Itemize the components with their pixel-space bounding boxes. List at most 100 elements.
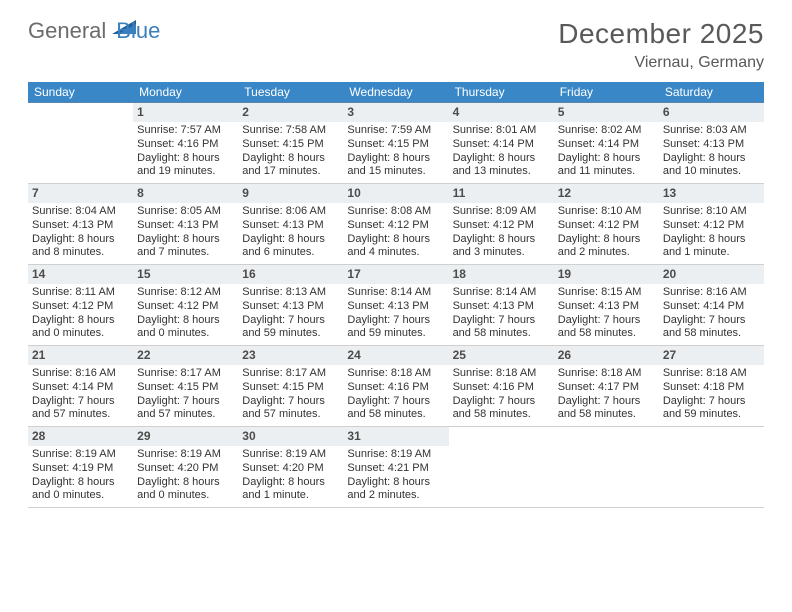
weekday-header: Monday [133,82,238,102]
sunrise-line: Sunrise: 8:11 AM [32,286,129,300]
day-cell: 17Sunrise: 8:14 AMSunset: 4:13 PMDayligh… [343,265,448,345]
sunset-line: Sunset: 4:13 PM [453,300,550,314]
daylight-line-2: and 17 minutes. [242,165,339,179]
daylight-line-2: and 58 minutes. [558,327,655,341]
daylight-line-2: and 59 minutes. [347,327,444,341]
daylight-line-2: and 4 minutes. [347,246,444,260]
sunset-line: Sunset: 4:18 PM [663,381,760,395]
header: General Blue December 2025 Viernau, Germ… [28,18,764,72]
week-row: 14Sunrise: 8:11 AMSunset: 4:12 PMDayligh… [28,265,764,346]
weekday-header: Sunday [28,82,133,102]
sunrise-line: Sunrise: 8:05 AM [137,205,234,219]
sunset-line: Sunset: 4:16 PM [453,381,550,395]
daylight-line-1: Daylight: 8 hours [558,233,655,247]
sunrise-line: Sunrise: 8:17 AM [137,367,234,381]
day-cell: 13 Sunrise: 8:10 AMSunset: 4:12 PMDayligh… [659,184,764,264]
sunset-line: Sunset: 4:15 PM [242,381,339,395]
sunset-line: Sunset: 4:13 PM [347,300,444,314]
sunset-line: Sunset: 4:15 PM [137,381,234,395]
week-row: 7Sunrise: 8:04 AMSunset: 4:13 PMDaylight… [28,184,764,265]
sunset-line: Sunset: 4:13 PM [32,219,129,233]
day-number: 22 [133,346,238,365]
daylight-line-1: Daylight: 7 hours [663,314,760,328]
sunrise-line: Sunrise: 8:01 AM [453,124,550,138]
day-cell [449,427,554,507]
sunset-line: Sunset: 4:14 PM [558,138,655,152]
day-number: 7 [28,184,133,203]
day-cell: 20Sunrise: 8:16 AMSunset: 4:14 PMDayligh… [659,265,764,345]
location: Viernau, Germany [558,54,764,72]
week-row: 28Sunrise: 8:19 AMSunset: 4:19 PMDayligh… [28,427,764,508]
daylight-line-1: Daylight: 8 hours [347,152,444,166]
sunset-line: Sunset: 4:19 PM [32,462,129,476]
sunrise-line: Sunrise: 8:08 AM [347,205,444,219]
day-cell: 8Sunrise: 8:05 AMSunset: 4:13 PMDaylight… [133,184,238,264]
daylight-line-2: and 57 minutes. [137,408,234,422]
weeks-container: 1Sunrise: 7:57 AMSunset: 4:16 PMDaylight… [28,102,764,508]
sunset-line: Sunset: 4:13 PM [137,219,234,233]
daylight-line-2: and 0 minutes. [137,327,234,341]
sunset-line: Sunset: 4:12 PM [558,219,655,233]
day-number: 26 [554,346,659,365]
sunset-line: Sunset: 4:15 PM [242,138,339,152]
day-number: 25 [449,346,554,365]
daylight-line-2: and 19 minutes. [137,165,234,179]
daylight-line-2: and 1 minute. [663,246,760,260]
weekday-header: Thursday [449,82,554,102]
daylight-line-2: and 58 minutes. [453,327,550,341]
day-number: 13 [659,184,764,203]
sunrise-line: Sunrise: 8:17 AM [242,367,339,381]
day-cell: 28Sunrise: 8:19 AMSunset: 4:19 PMDayligh… [28,427,133,507]
day-number: 29 [133,427,238,446]
day-number: 6 [659,103,764,122]
day-number: 16 [238,265,343,284]
daylight-line-1: Daylight: 8 hours [347,476,444,490]
daylight-line-2: and 3 minutes. [453,246,550,260]
daylight-line-1: Daylight: 8 hours [663,233,760,247]
daylight-line-1: Daylight: 8 hours [242,476,339,490]
daylight-line-2: and 1 minute. [242,489,339,503]
sunrise-line: Sunrise: 8:18 AM [453,367,550,381]
daylight-line-1: Daylight: 7 hours [137,395,234,409]
day-cell: 23Sunrise: 8:17 AMSunset: 4:15 PMDayligh… [238,346,343,426]
day-number: 31 [343,427,448,446]
sunset-line: Sunset: 4:12 PM [663,219,760,233]
day-number: 27 [659,346,764,365]
day-number: 9 [238,184,343,203]
sunset-line: Sunset: 4:17 PM [558,381,655,395]
daylight-line-1: Daylight: 7 hours [32,395,129,409]
day-number: 10 [343,184,448,203]
sunset-line: Sunset: 4:13 PM [663,138,760,152]
daylight-line-1: Daylight: 8 hours [242,152,339,166]
day-cell: 25Sunrise: 8:18 AMSunset: 4:16 PMDayligh… [449,346,554,426]
sunrise-line: Sunrise: 8:10 AM [663,205,760,219]
sunrise-line: Sunrise: 8:02 AM [558,124,655,138]
day-number: 17 [343,265,448,284]
sunset-line: Sunset: 4:20 PM [137,462,234,476]
week-row: 1Sunrise: 7:57 AMSunset: 4:16 PMDaylight… [28,102,764,184]
daylight-line-1: Daylight: 8 hours [347,233,444,247]
day-cell [28,103,133,183]
daylight-line-2: and 57 minutes. [32,408,129,422]
daylight-line-2: and 6 minutes. [242,246,339,260]
brand-logo: General Blue [28,18,160,44]
day-cell: 26Sunrise: 8:18 AMSunset: 4:17 PMDayligh… [554,346,659,426]
sunset-line: Sunset: 4:14 PM [32,381,129,395]
day-cell: 5Sunrise: 8:02 AMSunset: 4:14 PMDaylight… [554,103,659,183]
sunset-line: Sunset: 4:13 PM [242,300,339,314]
weekday-header: Tuesday [238,82,343,102]
sunrise-line: Sunrise: 8:18 AM [558,367,655,381]
daylight-line-1: Daylight: 7 hours [453,314,550,328]
day-number [554,427,659,446]
sunrise-line: Sunrise: 7:58 AM [242,124,339,138]
daylight-line-2: and 59 minutes. [663,408,760,422]
daylight-line-2: and 2 minutes. [558,246,655,260]
sunrise-line: Sunrise: 8:14 AM [347,286,444,300]
sunset-line: Sunset: 4:13 PM [558,300,655,314]
daylight-line-1: Daylight: 7 hours [242,314,339,328]
day-cell: 9Sunrise: 8:06 AMSunset: 4:13 PMDaylight… [238,184,343,264]
day-cell: 4Sunrise: 8:01 AMSunset: 4:14 PMDaylight… [449,103,554,183]
daylight-line-2: and 0 minutes. [137,489,234,503]
day-number: 14 [28,265,133,284]
sunrise-line: Sunrise: 8:09 AM [453,205,550,219]
